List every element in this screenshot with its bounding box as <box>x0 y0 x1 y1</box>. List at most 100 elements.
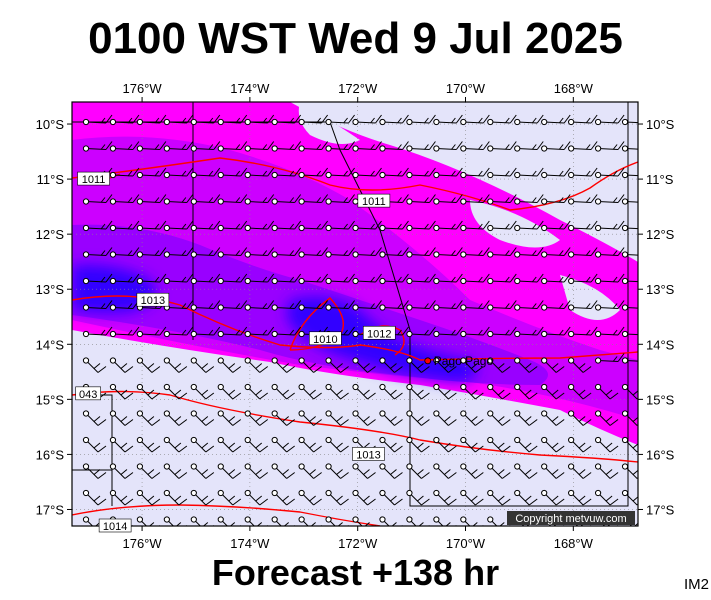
isobar-label: 043 <box>75 386 101 401</box>
wind-barb <box>163 114 194 126</box>
wind-barb <box>190 410 215 426</box>
wind-barb <box>594 489 619 506</box>
lat-tick-label-left: 10°S <box>36 117 65 132</box>
wind-barb <box>190 273 221 285</box>
wind-barb <box>244 463 269 479</box>
wind-barb <box>514 167 544 179</box>
station-label: Pago Pago <box>434 354 494 368</box>
wind-barb <box>621 224 638 232</box>
wind-barb <box>460 194 490 205</box>
wind-barb <box>190 194 221 205</box>
wind-barb <box>621 489 638 506</box>
wind-barb <box>568 167 598 179</box>
wind-barb <box>379 410 403 426</box>
wind-barb <box>514 247 544 258</box>
wind-barb <box>217 489 242 506</box>
lon-tick-label-bottom: 168°W <box>554 536 594 551</box>
wind-barb <box>82 436 107 453</box>
wind-barb <box>217 463 242 479</box>
wind-barb <box>217 167 248 179</box>
wind-barb <box>621 251 638 258</box>
wind-barb <box>244 194 275 205</box>
wind-barb <box>621 463 638 479</box>
wind-barb <box>271 114 302 126</box>
wind-barb <box>190 247 221 258</box>
wind-barb <box>594 141 625 152</box>
wind-barb <box>352 383 376 400</box>
svg-text:1013: 1013 <box>141 295 165 307</box>
wind-barb <box>568 489 592 506</box>
wind-barb <box>433 410 457 426</box>
wind-barb <box>541 410 565 426</box>
wind-barb <box>298 383 322 400</box>
wind-barb <box>541 194 571 205</box>
wind-barb <box>406 463 430 479</box>
wind-barb <box>298 220 329 232</box>
wind-barb <box>460 326 490 338</box>
svg-text:043: 043 <box>79 389 97 401</box>
wind-barb <box>379 463 403 479</box>
wind-barb <box>244 273 275 285</box>
latitude-axis-left: 10°S 11°S 12°S 13°S 14°S 15°S 16°S 17°S <box>36 117 72 517</box>
wind-barb <box>325 300 355 311</box>
wind-barb <box>379 300 409 311</box>
wind-barb <box>568 410 592 426</box>
wind-barb <box>406 114 436 126</box>
wind-barb <box>487 273 517 285</box>
wind-barb <box>594 300 625 311</box>
lon-tick-label-bottom: 170°W <box>446 536 486 551</box>
wind-barb <box>514 410 538 426</box>
wind-barb <box>460 489 484 506</box>
wind-barb <box>514 463 538 479</box>
lon-tick-label-bottom: 174°W <box>230 536 270 551</box>
wind-barb <box>487 220 517 232</box>
wind-barb <box>82 247 113 258</box>
wind-barb <box>379 167 409 179</box>
wind-barb <box>487 383 511 400</box>
longitude-axis-top: 176°W 174°W 172°W 170°W 168°W <box>122 81 594 102</box>
wind-barb <box>568 194 598 205</box>
wind-barb <box>136 357 161 373</box>
wind-barb <box>244 141 275 152</box>
map-title: 0100 WST Wed 9 Jul 2025 <box>88 14 623 63</box>
wind-barb <box>325 114 355 126</box>
wind-barb <box>487 194 517 205</box>
image-id-label: IM2 <box>683 576 709 593</box>
wind-barb <box>568 383 592 400</box>
lat-tick-label-right: 15°S <box>646 392 675 407</box>
wind-barb <box>136 114 167 126</box>
wind-barb <box>433 141 463 152</box>
lat-tick-label-left: 17°S <box>36 502 65 517</box>
wind-barb <box>136 383 161 400</box>
wind-barb <box>217 220 248 232</box>
wind-barb <box>217 357 242 373</box>
wind-barb <box>514 357 538 373</box>
wind-barb <box>406 141 436 152</box>
wind-barb <box>271 273 302 285</box>
wind-barb <box>271 300 302 311</box>
wind-barb <box>325 220 355 232</box>
wind-barb <box>217 300 248 311</box>
wind-barb <box>109 273 140 285</box>
wind-barb <box>82 220 113 232</box>
wind-barb <box>325 436 349 453</box>
wind-barb <box>271 220 302 232</box>
wind-barb <box>163 383 188 400</box>
wind-barb <box>298 247 329 258</box>
wind-barb <box>136 463 161 479</box>
wind-barb <box>136 410 161 426</box>
lat-tick-label-right: 13°S <box>646 282 675 297</box>
wind-barb <box>541 141 571 152</box>
wind-barb <box>298 273 329 285</box>
wind-barb <box>460 357 484 373</box>
svg-text:1012: 1012 <box>367 328 391 340</box>
wind-barb <box>190 357 215 373</box>
wind-barb <box>136 220 167 232</box>
lat-tick-label-left: 13°S <box>36 282 65 297</box>
wind-barb <box>568 247 598 258</box>
wind-barb <box>352 167 382 179</box>
wind-barb <box>352 300 382 311</box>
wind-barb <box>379 357 403 373</box>
lat-tick-label-left: 15°S <box>36 392 65 407</box>
wind-barb <box>460 300 490 311</box>
